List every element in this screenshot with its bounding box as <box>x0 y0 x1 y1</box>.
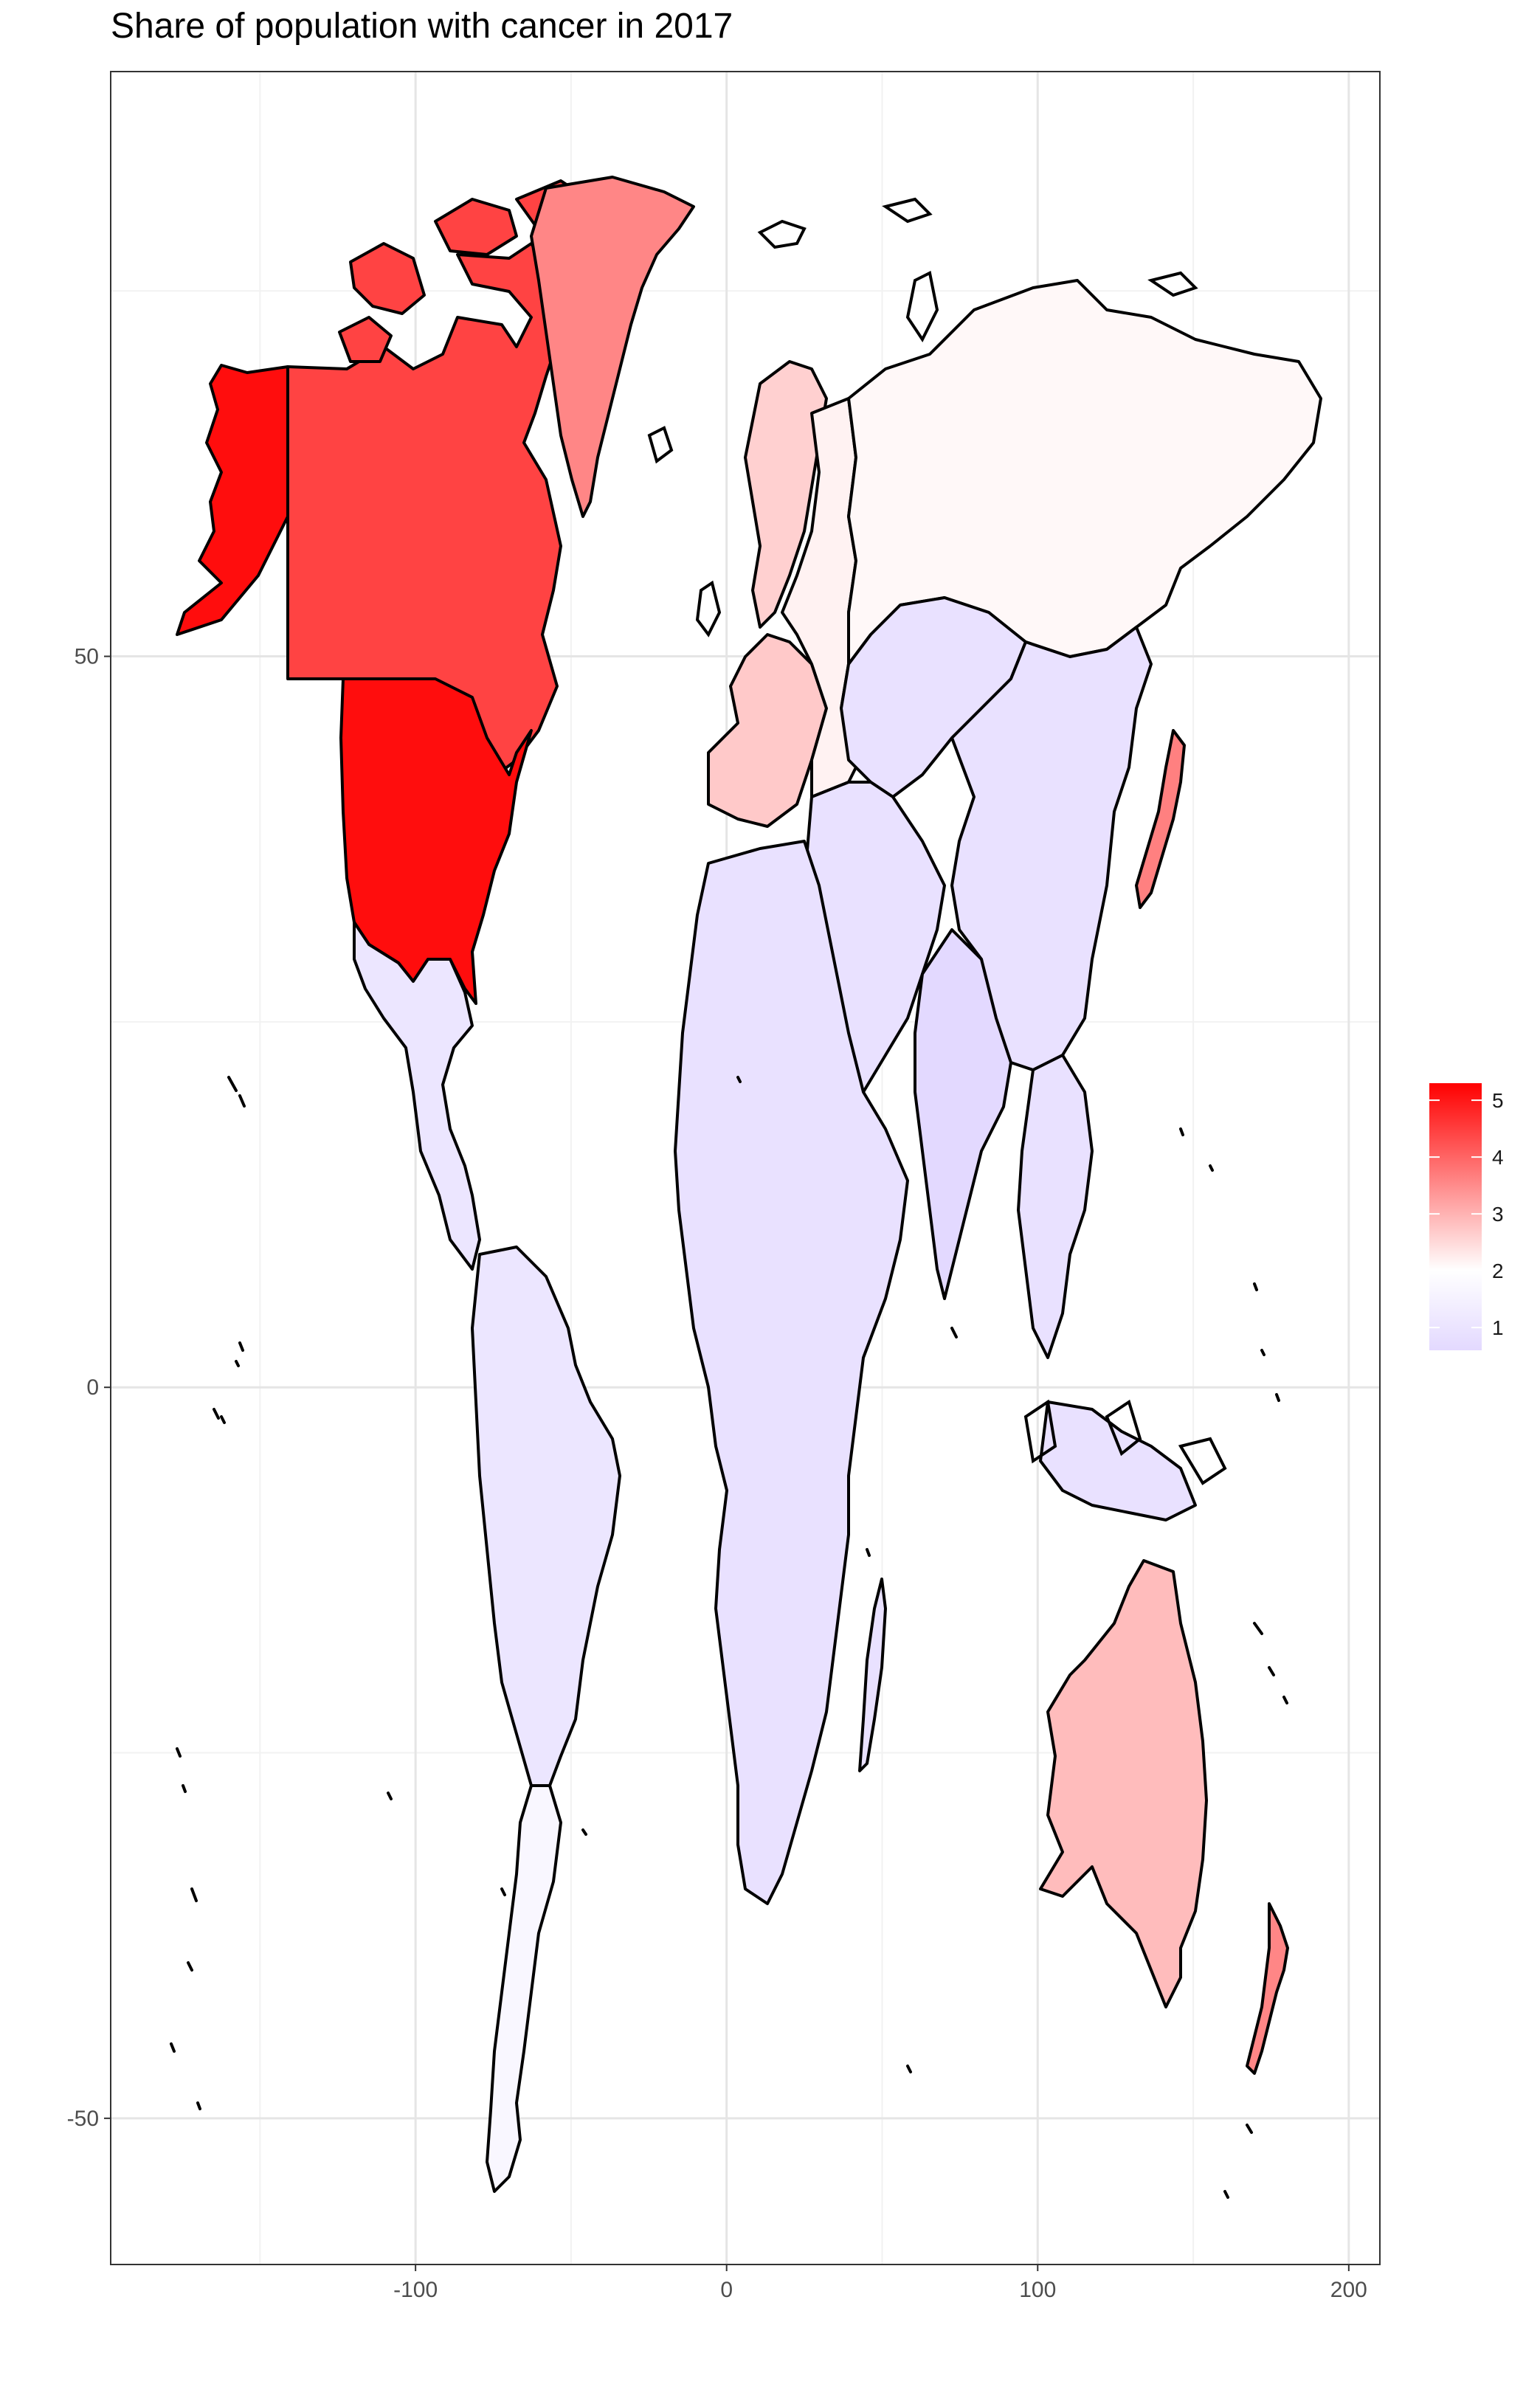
y-tick-label: 0 <box>86 1375 99 1400</box>
legend-label: 3 <box>1492 1203 1504 1226</box>
region-new-zealand <box>1246 1902 1289 2075</box>
small-islands <box>170 197 1288 2199</box>
legend: 1 2 3 4 5 <box>1429 1083 1504 1350</box>
legend-label: 2 <box>1492 1260 1504 1282</box>
legend-label: 5 <box>1492 1089 1504 1112</box>
legend-ticks: 1 2 3 4 5 <box>1429 1089 1504 1339</box>
x-tick-label: 0 <box>720 2278 733 2302</box>
region-japan <box>1135 729 1186 909</box>
region-australia <box>1039 1559 1208 2008</box>
legend-label: 4 <box>1492 1146 1504 1169</box>
y-tick-label: -50 <box>67 2107 99 2131</box>
region-alaska <box>176 364 289 636</box>
region-south-america <box>471 1246 621 1787</box>
chart-title: Share of population with cancer in 2017 <box>111 7 733 46</box>
legend-colorbar <box>1429 1083 1482 1350</box>
axes: -100 0 100 200 -50 0 50 <box>67 645 1367 2302</box>
map-regions <box>170 176 1322 2199</box>
region-india <box>914 928 1012 1300</box>
x-tick-label: 100 <box>1019 2278 1056 2302</box>
legend-label: 1 <box>1492 1316 1504 1339</box>
region-africa <box>674 840 909 1905</box>
x-tick-label: 200 <box>1330 2278 1367 2302</box>
y-tick-label: 50 <box>75 645 99 669</box>
region-mexico <box>353 921 481 1271</box>
x-tick-label: -100 <box>393 2278 438 2302</box>
region-southeast-asia <box>1017 1054 1197 1521</box>
region-usa <box>339 677 533 1005</box>
region-scandinavia <box>744 360 828 629</box>
region-madagascar <box>858 1578 887 1772</box>
region-greenland <box>530 176 695 518</box>
plot-panel-border <box>110 71 1381 2265</box>
region-chile-argentina <box>486 1784 562 2193</box>
